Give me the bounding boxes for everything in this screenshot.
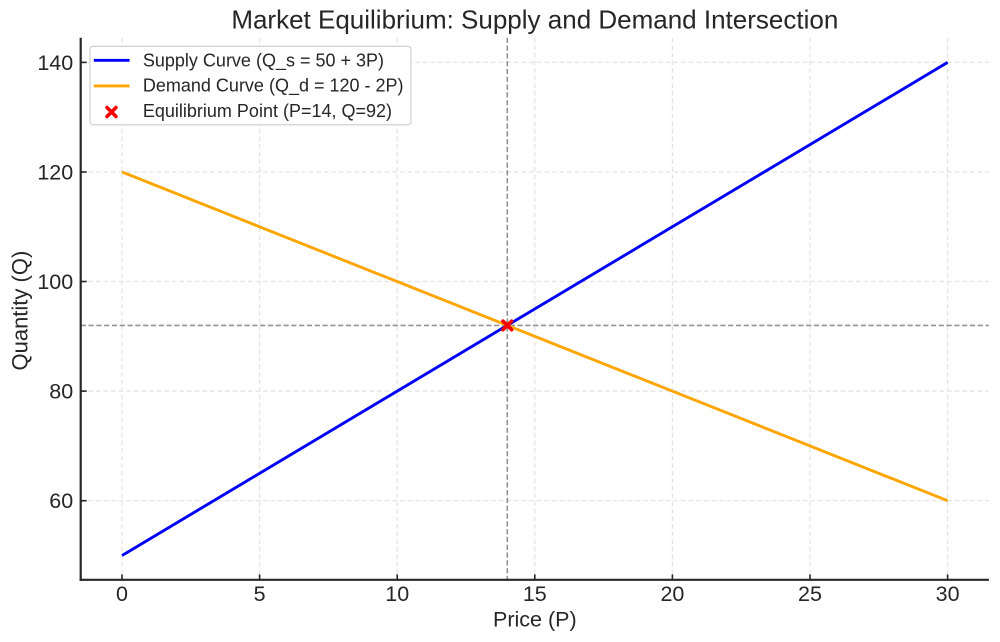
svg-text:5: 5 [254, 582, 266, 606]
svg-text:Market Equilibrium: Supply and: Market Equilibrium: Supply and Demand In… [231, 5, 838, 35]
svg-text:140: 140 [37, 51, 73, 75]
svg-text:Equilibrium Point (P=14, Q=92): Equilibrium Point (P=14, Q=92) [143, 101, 392, 121]
svg-text:10: 10 [385, 582, 409, 606]
svg-text:Price (P): Price (P) [493, 608, 577, 632]
svg-text:Supply Curve (Q_s = 50 + 3P): Supply Curve (Q_s = 50 + 3P) [143, 50, 384, 71]
svg-text:15: 15 [523, 582, 547, 606]
svg-text:80: 80 [49, 380, 73, 404]
svg-text:20: 20 [660, 582, 684, 606]
svg-text:120: 120 [37, 160, 73, 184]
svg-text:30: 30 [936, 582, 960, 606]
svg-text:100: 100 [37, 270, 73, 294]
svg-text:Demand Curve (Q_d = 120 - 2P): Demand Curve (Q_d = 120 - 2P) [143, 76, 404, 97]
svg-text:60: 60 [49, 489, 73, 513]
svg-text:25: 25 [798, 582, 822, 606]
svg-text:0: 0 [116, 582, 128, 606]
svg-text:Quantity (Q): Quantity (Q) [8, 251, 33, 371]
